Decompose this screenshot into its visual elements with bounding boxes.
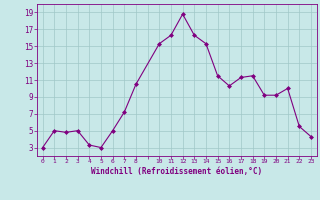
X-axis label: Windchill (Refroidissement éolien,°C): Windchill (Refroidissement éolien,°C)	[91, 167, 262, 176]
